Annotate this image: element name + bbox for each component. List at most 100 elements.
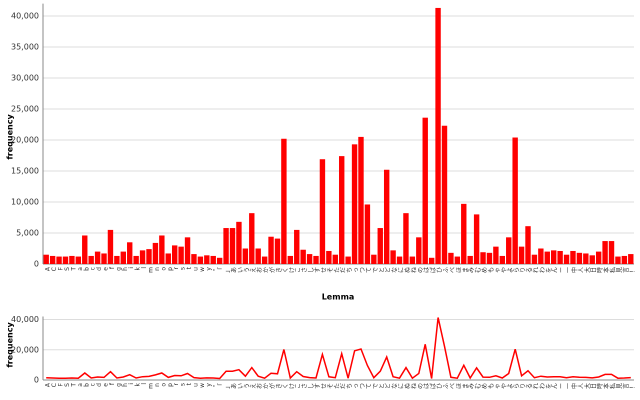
x-tick-label: ・	[212, 383, 219, 389]
bar	[49, 255, 56, 264]
bar	[313, 255, 319, 264]
x-tick-label: T	[70, 267, 77, 272]
bar	[171, 245, 178, 264]
bar	[390, 250, 396, 264]
x-tick-label: ・	[212, 267, 219, 273]
bar	[159, 235, 165, 264]
bar	[576, 252, 583, 264]
bar	[236, 221, 242, 264]
x-tick-label: m	[147, 267, 154, 273]
x-tick-label: C	[51, 267, 58, 271]
x-tick-label: s	[180, 267, 187, 270]
x-tick-label: け	[289, 267, 296, 273]
y-tick-label: 5,000	[16, 229, 39, 238]
x-tick-label: や	[500, 267, 508, 273]
bar	[339, 156, 345, 264]
x-tick-label: 中	[570, 383, 578, 389]
x-tick-label: A	[45, 266, 52, 271]
bar	[544, 251, 550, 264]
x-tick-label: め	[482, 267, 489, 273]
x-tick-label: わ	[539, 267, 546, 273]
bar	[467, 255, 473, 264]
x-tick-label: r	[173, 382, 180, 385]
x-tick-label: っ	[353, 267, 360, 273]
x-tick-label: 私	[609, 383, 617, 389]
x-tick-label: で	[372, 383, 379, 389]
x-tick-label: な	[392, 267, 399, 273]
y-tick-label: 40,000	[11, 315, 39, 324]
bar	[319, 159, 326, 264]
x-tick-label: さ	[302, 267, 309, 273]
bar	[178, 246, 184, 264]
x-tick-label: ん	[552, 383, 559, 389]
x-tick-label: よ	[507, 383, 514, 389]
bar	[133, 255, 139, 264]
y-tick-label: 20,000	[11, 136, 39, 145]
x-tick-label: 本	[603, 383, 611, 389]
bar	[486, 252, 493, 264]
bar	[518, 246, 525, 264]
bar	[229, 228, 236, 264]
x-tick-label: k	[135, 382, 142, 386]
x-tick-label: p	[167, 383, 174, 387]
x-tick-label: を	[546, 383, 553, 389]
y-tick-label: 10,000	[11, 198, 39, 207]
bar	[152, 242, 159, 264]
x-tick-label: て	[366, 383, 373, 389]
x-tick-label: っ	[353, 383, 360, 389]
x-tick-label: e	[103, 267, 110, 271]
bar	[75, 256, 82, 264]
x-tick-label: i	[128, 267, 135, 269]
x-tick-label: し	[308, 267, 315, 273]
x-tick-label: か	[263, 383, 270, 389]
bar	[595, 251, 602, 264]
x-tick-label: お	[257, 267, 264, 273]
x-tick-label: に	[398, 383, 405, 389]
y-tick-label: 25,000	[11, 105, 39, 114]
x-tick-label: あ	[231, 383, 238, 389]
y-axis-title: frequency	[6, 114, 15, 160]
x-tick-label: が	[269, 267, 277, 273]
bar	[204, 255, 210, 264]
x-tick-label: a	[77, 383, 84, 387]
x-tick-label: ふ	[443, 267, 450, 273]
bar	[454, 256, 461, 264]
x-tick-label: ひ	[437, 383, 444, 389]
x-tick-label: れ	[533, 383, 540, 389]
bar	[165, 253, 171, 264]
x-tick-label: る	[527, 267, 534, 273]
bar	[377, 228, 383, 264]
bar	[120, 251, 126, 264]
x-tick-label: や	[500, 383, 508, 389]
x-tick-label: き	[276, 267, 283, 273]
x-tick-label: も	[488, 383, 495, 389]
x-tick-label: o	[160, 383, 167, 387]
overview-y-axis-title: frequency	[6, 322, 15, 368]
x-tick-label: に	[398, 267, 405, 273]
x-tick-label: も	[488, 267, 495, 273]
x-tick-label: ゃ	[494, 383, 501, 389]
x-tick-label: え	[250, 383, 257, 389]
x-tick-label: ば	[429, 267, 437, 273]
x-tick-label: み	[469, 267, 476, 273]
bar	[306, 254, 313, 264]
y-tick-label: 15,000	[11, 167, 39, 176]
x-tick-label: だ	[340, 267, 347, 273]
x-tick-label: 人	[578, 383, 585, 389]
x-tick-label: c	[90, 383, 97, 386]
bar	[473, 214, 480, 264]
x-tick-label: く	[282, 267, 289, 273]
x-tick-label: と	[379, 383, 386, 389]
x-tick-label: l	[141, 383, 148, 385]
bar	[184, 237, 191, 264]
x-tick-label: い	[237, 383, 244, 389]
x-tick-label: け	[289, 383, 296, 389]
x-tick-label: め	[482, 383, 489, 389]
y-tick-label: 30,000	[11, 74, 39, 83]
bar	[422, 117, 428, 265]
x-axis-title: Lemma	[322, 293, 355, 302]
x-tick-label: n	[154, 267, 161, 271]
x-tick-label: ひ	[437, 267, 444, 273]
x-tick-label: w	[199, 383, 206, 388]
x-tick-label: は	[424, 267, 431, 273]
